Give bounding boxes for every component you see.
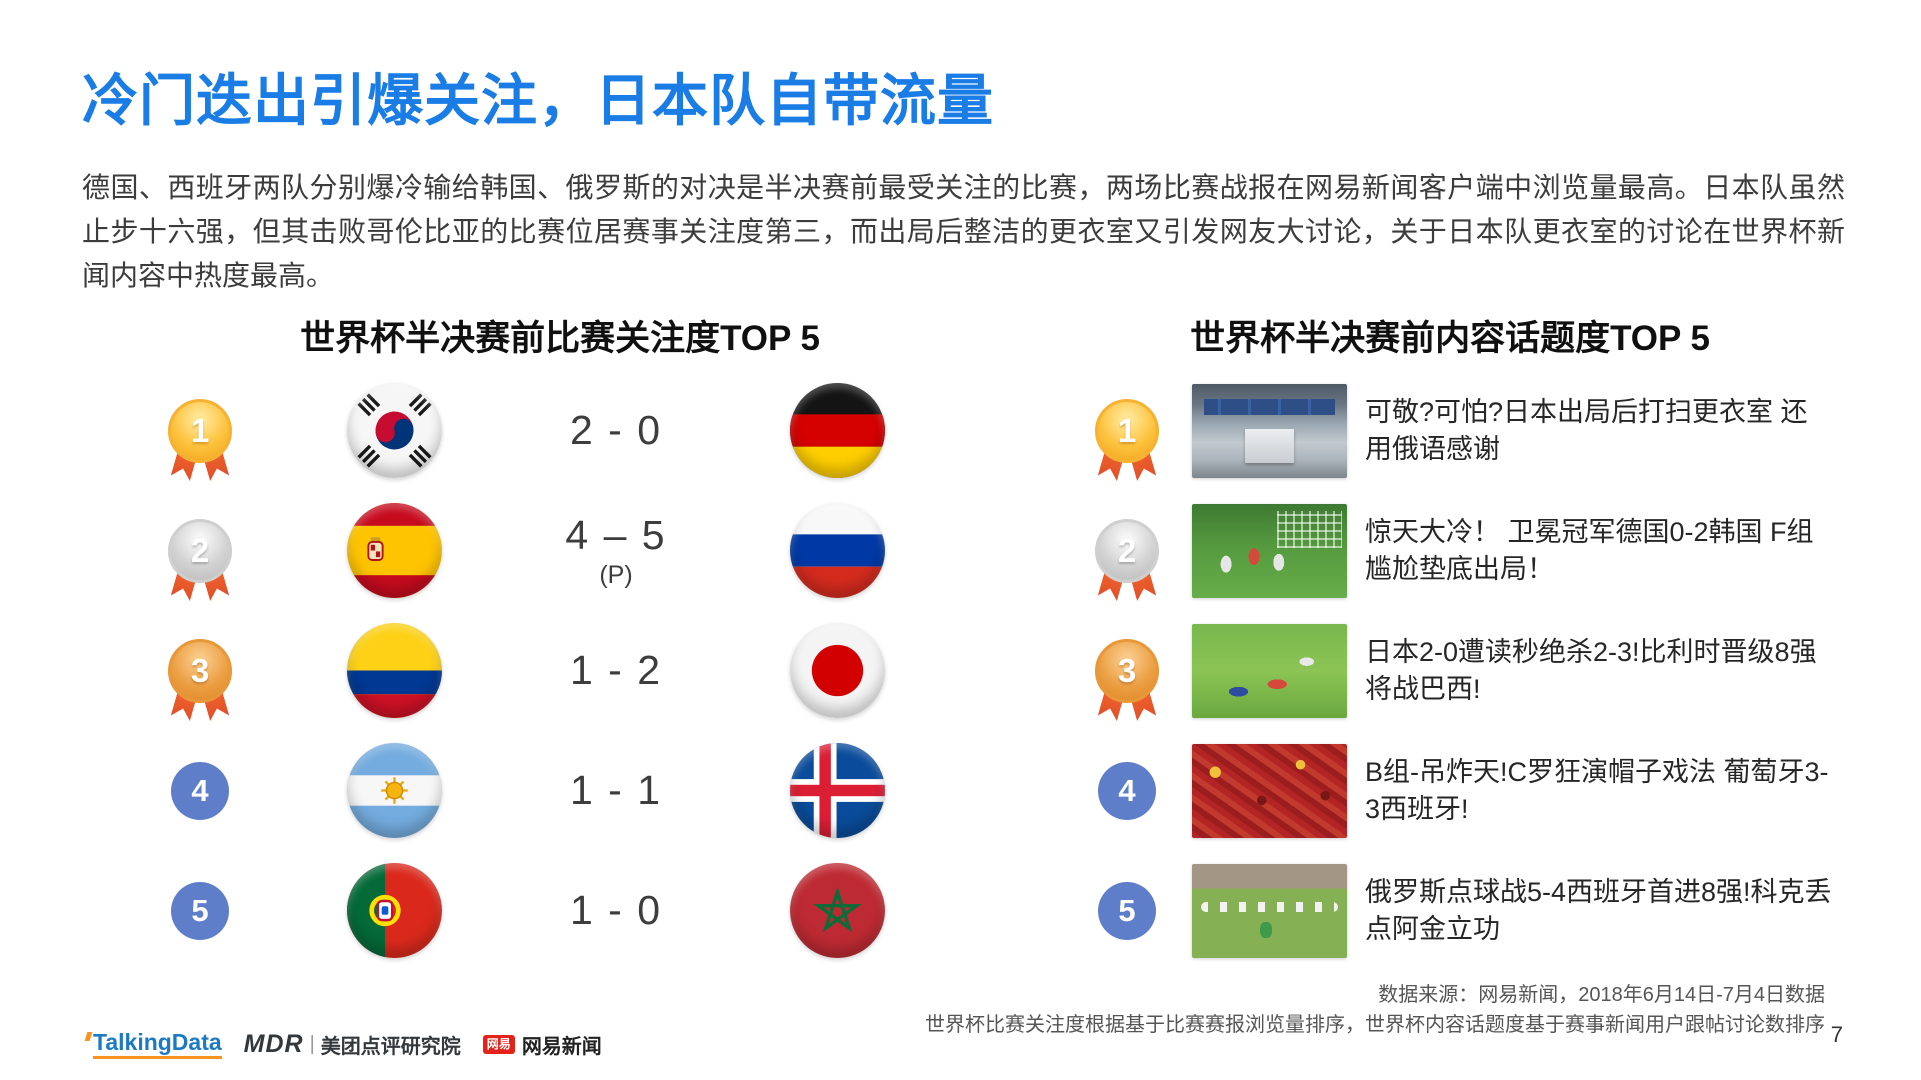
flag-argentina-icon bbox=[347, 743, 442, 838]
flag-iceland-icon bbox=[790, 743, 885, 838]
match-row: 4 1 - 1 bbox=[0, 731, 960, 851]
rank-number: 2 bbox=[190, 532, 210, 569]
flag-colombia-icon bbox=[347, 623, 442, 718]
topic-row: 4 B组-吊炸天!C罗狂演帽子戏法 葡萄牙3-3西班牙! bbox=[1063, 731, 1883, 851]
rank-2-medal-icon: 2 bbox=[168, 519, 232, 583]
match-row: 5 1 - 0 bbox=[0, 851, 960, 971]
source-line-1: 数据来源：网易新闻，2018年6月14日-7月4日数据 bbox=[1378, 984, 1825, 1006]
meituan-research-text: 美团点评研究院 bbox=[320, 1036, 461, 1059]
topic-row: 2 惊天大冷！ 卫冕冠军德国0-2韩国 F组尴尬垫底出局！ bbox=[1063, 491, 1883, 611]
rank-4-badge: 4 bbox=[171, 762, 229, 820]
source-line-2: 世界杯比赛关注度根据基于比赛赛报浏览量排序，世界杯内容话题度基于赛事新闻用户跟帖… bbox=[925, 1014, 1825, 1036]
match-score: 4 – 5 bbox=[565, 512, 667, 558]
rank-5-badge: 5 bbox=[171, 882, 229, 940]
match-score: 1 - 2 bbox=[569, 646, 663, 693]
flag-portugal-icon bbox=[347, 863, 442, 958]
topic-row: 3 日本2-0遭读秒绝杀2-3!比利时晋级8强将战巴西! bbox=[1063, 611, 1883, 731]
netease-news-text: 网易新闻 bbox=[521, 1036, 602, 1059]
match-score: 2 - 0 bbox=[569, 406, 663, 453]
rank-2-medal-icon: 2 bbox=[1095, 519, 1159, 583]
rank-number: 5 bbox=[191, 893, 209, 928]
data-source-note: 数据来源：网易新闻，2018年6月14日-7月4日数据 世界杯比赛关注度根据基于… bbox=[925, 980, 1825, 1040]
meituan-dianping-research-logo: MDR | 美团点评研究院 bbox=[244, 1030, 461, 1059]
rank-number: 3 bbox=[1117, 652, 1137, 689]
talkingdata-logo-text: TalkingData bbox=[93, 1029, 222, 1060]
match-score: 1 - 0 bbox=[569, 886, 663, 933]
topic-ranking-list: 1 可敬?可怕?日本出局后打扫更衣室 还用俄语感谢 2 惊天大冷！ 卫冕冠军德国… bbox=[1063, 371, 1883, 971]
rank-1-medal-icon: 1 bbox=[1095, 399, 1159, 463]
thumbnail-germany-korea-match bbox=[1192, 504, 1347, 598]
thumbnail-portugal-spain-fans bbox=[1192, 744, 1347, 838]
rank-4-badge: 4 bbox=[1098, 762, 1156, 820]
match-row: 1 bbox=[0, 371, 960, 491]
rank-1-medal-icon: 1 bbox=[168, 399, 232, 463]
topic-title: 惊天大冷！ 卫冕冠军德国0-2韩国 F组尴尬垫底出局！ bbox=[1365, 517, 1814, 584]
flag-south-korea-icon bbox=[347, 383, 442, 478]
page-title: 冷门迭出引爆关注，日本队自带流量 bbox=[82, 69, 994, 132]
rank-number: 1 bbox=[190, 412, 210, 449]
topic-title: B组-吊炸天!C罗狂演帽子戏法 葡萄牙3-3西班牙! bbox=[1365, 757, 1829, 824]
match-ranking-list: 1 bbox=[0, 371, 960, 971]
match-score: 1 - 1 bbox=[569, 766, 663, 813]
netease-news-logo: 网易 网易新闻 bbox=[482, 1030, 602, 1059]
topic-title: 可敬?可怕?日本出局后打扫更衣室 还用俄语感谢 bbox=[1365, 397, 1808, 464]
flag-japan-icon bbox=[790, 623, 885, 718]
footer-logos: TalkingData MDR | 美团点评研究院 网易 网易新闻 bbox=[84, 1029, 602, 1060]
logo-separator: | bbox=[309, 1033, 315, 1056]
rank-number: 1 bbox=[1117, 412, 1137, 449]
netease-logo-badge: 网易 bbox=[482, 1035, 515, 1054]
rank-3-medal-icon: 3 bbox=[1095, 639, 1159, 703]
topic-title: 日本2-0遭读秒绝杀2-3!比利时晋级8强将战巴西! bbox=[1365, 637, 1817, 704]
thumbnail-japan-belgium-match bbox=[1192, 624, 1347, 718]
talkingdata-tick-icon bbox=[84, 1032, 93, 1041]
flag-germany-icon bbox=[790, 383, 885, 478]
rank-number: 3 bbox=[190, 652, 210, 689]
match-row: 2 4 – 5 (P) bbox=[0, 491, 960, 611]
rank-number: 4 bbox=[191, 773, 209, 808]
topic-row: 5 俄罗斯点球战5-4西班牙首进8强!科克丢点阿金立功 bbox=[1063, 851, 1883, 971]
topic-row: 1 可敬?可怕?日本出局后打扫更衣室 还用俄语感谢 bbox=[1063, 371, 1883, 491]
flag-russia-icon bbox=[790, 503, 885, 598]
page-number: 7 bbox=[1830, 1022, 1843, 1047]
rank-3-medal-icon: 3 bbox=[168, 639, 232, 703]
rank-5-badge: 5 bbox=[1098, 882, 1156, 940]
thumbnail-russia-spain-penalty bbox=[1192, 864, 1347, 958]
topic-title: 俄罗斯点球战5-4西班牙首进8强!科克丢点阿金立功 bbox=[1365, 877, 1832, 944]
rank-number: 4 bbox=[1118, 773, 1136, 808]
match-ranking-title: 世界杯半决赛前比赛关注度TOP 5 bbox=[300, 319, 820, 358]
mdr-logo-text: MDR bbox=[243, 1030, 304, 1059]
topic-ranking-title: 世界杯半决赛前内容话题度TOP 5 bbox=[1190, 319, 1710, 358]
thumbnail-japan-locker-room bbox=[1192, 384, 1347, 478]
match-row: 3 1 - 2 bbox=[0, 611, 960, 731]
flag-morocco-icon bbox=[790, 863, 885, 958]
penalty-note: (P) bbox=[599, 561, 633, 589]
flag-spain-icon bbox=[347, 503, 442, 598]
rank-number: 5 bbox=[1118, 893, 1136, 928]
talkingdata-logo: TalkingData bbox=[84, 1029, 222, 1060]
rank-number: 2 bbox=[1117, 532, 1137, 569]
intro-paragraph: 德国、西班牙两队分别爆冷输给韩国、俄罗斯的对决是半决赛前最受关注的比赛，两场比赛… bbox=[82, 172, 1845, 292]
